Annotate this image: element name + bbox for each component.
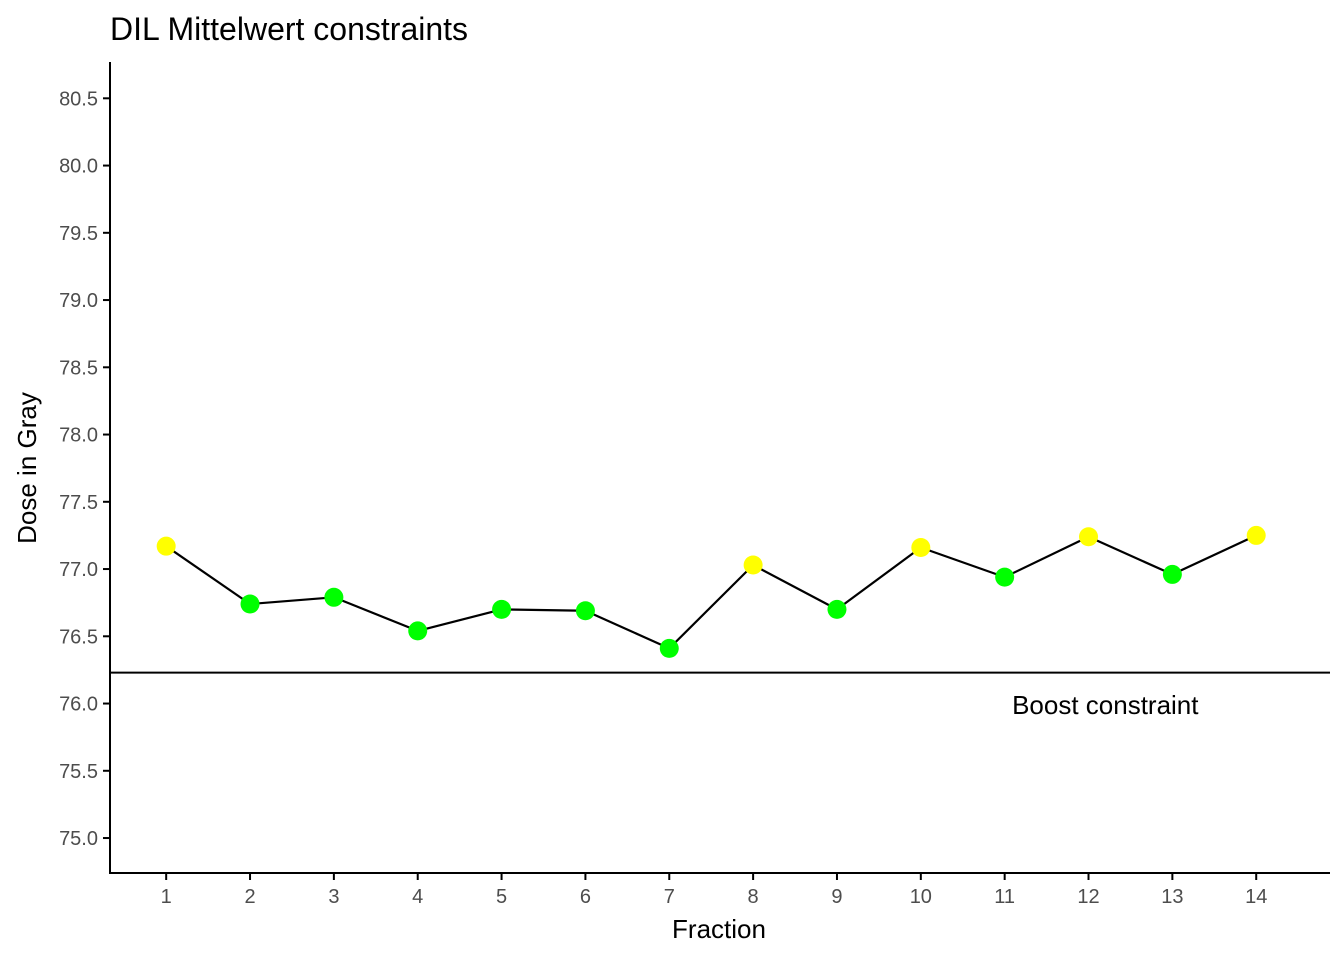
data-point [492,599,512,619]
series-line-segment [165,545,251,605]
data-point [1246,525,1266,545]
data-point [995,567,1015,587]
series-line-segment [1088,535,1173,576]
y-tick-label: 80.0 [59,156,98,178]
series-line-segment [1171,534,1257,576]
series-line-segment [836,546,922,611]
data-point [575,601,595,621]
x-tick-label: 10 [910,886,932,908]
series-line-segment [249,596,334,606]
series-line-segment [333,596,419,632]
y-tick-label: 76.5 [59,626,98,648]
series-line-segment [752,564,838,611]
x-tick-label: 14 [1245,886,1267,908]
y-ticks: 75.0 75.5 76.0 76.5 77.0 77.5 78.0 78.5 79.0 79.5… [59,88,110,850]
x-tick-label: 5 [496,886,507,908]
y-tick-label: 76.0 [59,694,98,716]
data-point [743,555,763,575]
x-tick-label: 3 [328,886,339,908]
x-tick-label: 11 [994,886,1015,908]
x-tick-label: 4 [412,886,423,908]
x-tick-label: 8 [748,886,759,908]
x-tick-label: 13 [1161,886,1183,908]
y-tick-label: 79.5 [59,223,98,245]
y-tick-label: 77.0 [59,559,98,581]
data-point [1079,527,1099,547]
data-point [911,538,931,558]
data-point [156,536,176,556]
x-tick-label: 7 [664,886,675,908]
x-tick-label: 9 [831,886,842,908]
y-tick-label: 78.0 [59,425,98,447]
x-axis-title: Fraction [672,914,766,944]
x-tick-label: 2 [244,886,255,908]
boost-constraint-label: Boost constraint [1012,690,1199,720]
y-tick-label: 80.5 [59,88,98,110]
x-tick-label: 12 [1077,886,1099,908]
x-tick-label: 1 [161,886,172,908]
x-ticks: 1 2 3 4 5 6 7 8 9 10 11 12 13 14 [161,873,1267,908]
data-point [240,594,260,614]
y-tick-label: 75.0 [59,828,98,850]
series-line-segment [668,564,754,650]
series-line-segment [920,546,1006,579]
data-point [827,599,847,619]
series-points [156,525,1266,658]
data-point [659,638,679,658]
y-tick-label: 75.5 [59,761,98,783]
y-tick-label: 78.5 [59,357,98,379]
series-line-segment [584,609,670,650]
y-axis-title: Dose in Gray [12,392,42,544]
series-line-segment [417,608,502,632]
x-tick-label: 6 [580,886,591,908]
series-line [165,534,1257,650]
y-tick-label: 77.5 [59,492,98,514]
data-point [1162,564,1182,584]
series-line-segment [1004,535,1089,579]
data-point [408,621,428,641]
series-line-segment [501,608,586,612]
chart-title: DIL Mittelwert constraints [110,11,468,47]
y-tick-label: 79.0 [59,290,98,312]
data-point [324,587,344,607]
